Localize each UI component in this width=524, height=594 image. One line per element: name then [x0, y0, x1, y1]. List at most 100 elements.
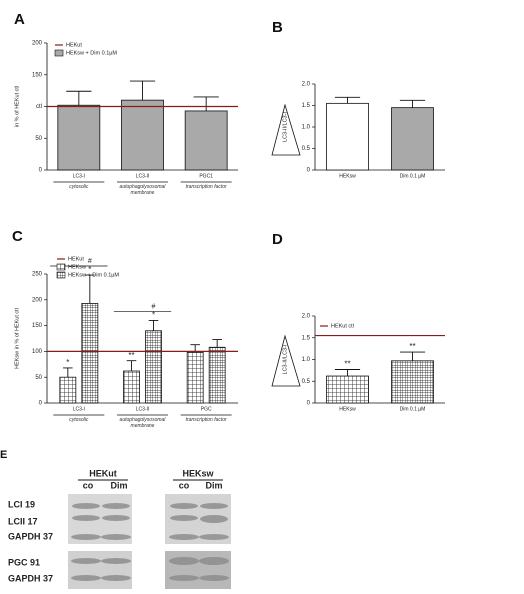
legend-swatch: [56, 271, 66, 279]
bar: [57, 104, 101, 171]
bar: [391, 360, 434, 404]
bar: [326, 102, 369, 171]
y-tick-label: 0.5: [302, 146, 311, 152]
y-tick-label: 100: [32, 349, 43, 355]
bar: [81, 303, 99, 404]
x-tick-label: LC3-II: [136, 173, 150, 179]
y-tick-label: 150: [32, 323, 43, 329]
legend-label: HEKsw: [68, 264, 86, 270]
y-tick-label: 0: [307, 168, 311, 174]
error-bar: [85, 274, 95, 304]
annotation: *: [66, 358, 69, 367]
panel-b-triangle: [271, 103, 301, 156]
y-tick-label: 250: [32, 272, 43, 278]
error-bar: [129, 80, 156, 101]
group-label-box: transcription factor: [185, 417, 227, 423]
legend-swatch: [56, 263, 66, 271]
row-label: LCI 19: [8, 499, 35, 509]
row-label: LCII 17: [8, 516, 38, 526]
annotation: **: [128, 351, 134, 360]
panel-label: A: [14, 11, 25, 28]
x-tick-label: HEKsw: [339, 173, 356, 179]
legend-label: HEKut ctl: [331, 323, 354, 329]
x-tick-label: Dim 0.1 µM: [400, 173, 426, 179]
bar: [59, 376, 77, 404]
x-tick-label: LC3-II: [136, 406, 150, 412]
y-tick-label: 2.0: [302, 82, 311, 88]
panel-label: E: [0, 449, 7, 461]
group-label-box: cytosolic: [69, 184, 89, 190]
panel-label: B: [272, 19, 283, 36]
bar: [186, 352, 204, 404]
group-label: autophagolysosomal membrane: [119, 184, 166, 196]
group-label: cytosolic: [69, 417, 89, 423]
blot-image: [68, 494, 231, 589]
lane-label: co: [179, 480, 190, 490]
row-label: GAPDH 37: [8, 573, 53, 583]
y-axis-label: LC3-II/LC3-I: [282, 112, 288, 142]
error-bar: [399, 351, 426, 361]
x-tick-label: HEKsw: [339, 406, 356, 412]
error-bar: [66, 90, 92, 106]
y-tick-label: 1.5: [302, 335, 311, 341]
bar: [184, 110, 228, 171]
bar: [123, 370, 140, 404]
group-label-box: autophagolysosomal membrane: [119, 417, 166, 429]
group-label: transcription factor: [185, 417, 227, 423]
error-bar: [148, 319, 159, 331]
x-tick-label: LC3-I: [73, 406, 85, 412]
legend-label: HEKut: [66, 42, 82, 48]
x-tick-label: PGC: [201, 406, 212, 412]
y-axis-label: in % of HEKut ctl: [14, 86, 20, 127]
row-label: PGC 91: [8, 557, 40, 567]
annotation: *: [88, 265, 91, 274]
group-label-box: transcription factor: [185, 184, 227, 190]
group-label: HEKut: [89, 468, 117, 478]
annotation: **: [344, 360, 350, 369]
error-bar: [399, 99, 426, 108]
bar: [208, 346, 226, 404]
legend-label: HEKut: [68, 256, 84, 262]
error-bar: [126, 360, 137, 372]
y-tick-label: 50: [35, 375, 42, 381]
bar: [145, 330, 162, 404]
legend-label: HEKsw + Dim 0.1µM: [66, 50, 117, 56]
error-bar: [193, 96, 219, 111]
legend-swatch: [54, 49, 64, 57]
y-tick-label: 0: [307, 401, 311, 407]
group-label: transcription factor: [185, 184, 227, 190]
y-tick-label: ctl: [36, 104, 42, 110]
x-tick-label: PGC1: [199, 173, 213, 179]
y-tick-label: 200: [32, 297, 43, 303]
y-tick-label: 150: [32, 72, 43, 78]
lane-label: co: [83, 480, 94, 490]
annotation: #: [152, 303, 156, 310]
group-label: autophagolysosomal membrane: [119, 417, 166, 429]
lane-label: Dim: [110, 480, 127, 490]
panel-label: C: [12, 228, 23, 245]
error-bar: [334, 369, 361, 377]
bar: [121, 99, 164, 171]
group-label-box: cytosolic: [69, 417, 89, 423]
y-tick-label: 0: [39, 168, 43, 174]
group-label: cytosolic: [69, 184, 89, 190]
bar: [326, 375, 369, 404]
x-tick-label: Dim 0.1 µM: [400, 406, 426, 412]
annotation: #: [88, 258, 92, 265]
lane-label: Dim: [205, 480, 222, 490]
y-tick-label: 1.0: [302, 357, 311, 363]
panel-d-triangle: [271, 334, 301, 387]
y-tick-label: 200: [32, 41, 43, 47]
x-tick-label: LC3-I: [73, 173, 85, 179]
error-bar: [212, 339, 222, 348]
annotation: *: [152, 311, 155, 320]
y-tick-label: 0: [39, 401, 43, 407]
panel-label: D: [272, 231, 283, 248]
group-label-box: autophagolysosomal membrane: [119, 184, 166, 196]
y-tick-label: 2.0: [302, 314, 311, 320]
error-bar: [334, 96, 361, 104]
legend-label: HEKsw + Dim 0.1µM: [68, 272, 119, 278]
y-axis-label: LC3-II/LC3-I: [282, 344, 288, 374]
y-axis-label: HEKsw in % of HEKut ctl: [14, 308, 20, 369]
